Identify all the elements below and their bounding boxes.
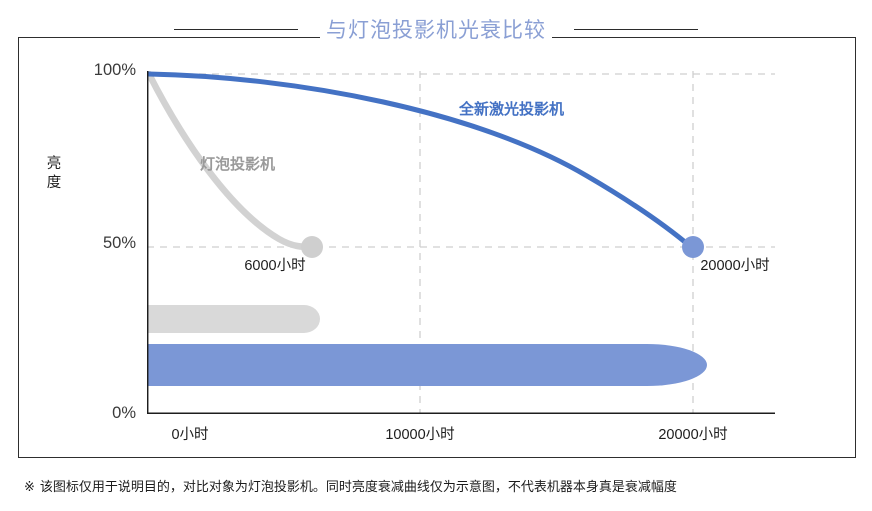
chart-title-band: 与灯泡投影机光衰比较: [0, 12, 872, 46]
y-axis-tick-50: 50%: [102, 234, 136, 252]
lifespan-bar-laser: [147, 344, 707, 386]
plot-area: [147, 71, 775, 414]
footnote-text: 该图标仅用于说明目的，对比对象为灯泡投影机。同时亮度衰减曲线仅为示意图，不代表机…: [39, 479, 677, 494]
x-axis-tick-20000: 20000小时: [658, 427, 728, 443]
endpoint-label-laser: 20000小时: [700, 258, 770, 274]
x-axis-tick-0: 0小时: [171, 427, 209, 443]
laser-endpoint-marker: [682, 236, 704, 258]
lamp-decay-curve: [147, 71, 315, 251]
series-label-lamp: 灯泡投影机: [200, 156, 276, 173]
laser-decay-curve: [147, 71, 694, 250]
title-rule-left: [174, 28, 298, 30]
chart-canvas: [147, 71, 775, 414]
lamp-endpoint-marker: [301, 236, 323, 258]
endpoint-label-lamp: 6000小时: [244, 258, 306, 274]
lifespan-bar-lamp: [147, 305, 320, 333]
footnote-mark-icon: ※: [24, 479, 35, 494]
y-axis-title: 亮度: [46, 156, 62, 191]
title-rule-right: [574, 28, 698, 30]
x-axis-tick-10000: 10000小时: [385, 427, 455, 443]
y-axis-tick-0: 0%: [112, 404, 136, 422]
footnote: ※ 该图标仅用于说明目的，对比对象为灯泡投影机。同时亮度衰减曲线仅为示意图，不代表…: [24, 476, 860, 495]
series-label-laser: 全新激光投影机: [459, 101, 565, 118]
y-axis-tick-100: 100%: [93, 61, 136, 79]
chart-title: 与灯泡投影机光衰比较: [320, 14, 552, 44]
